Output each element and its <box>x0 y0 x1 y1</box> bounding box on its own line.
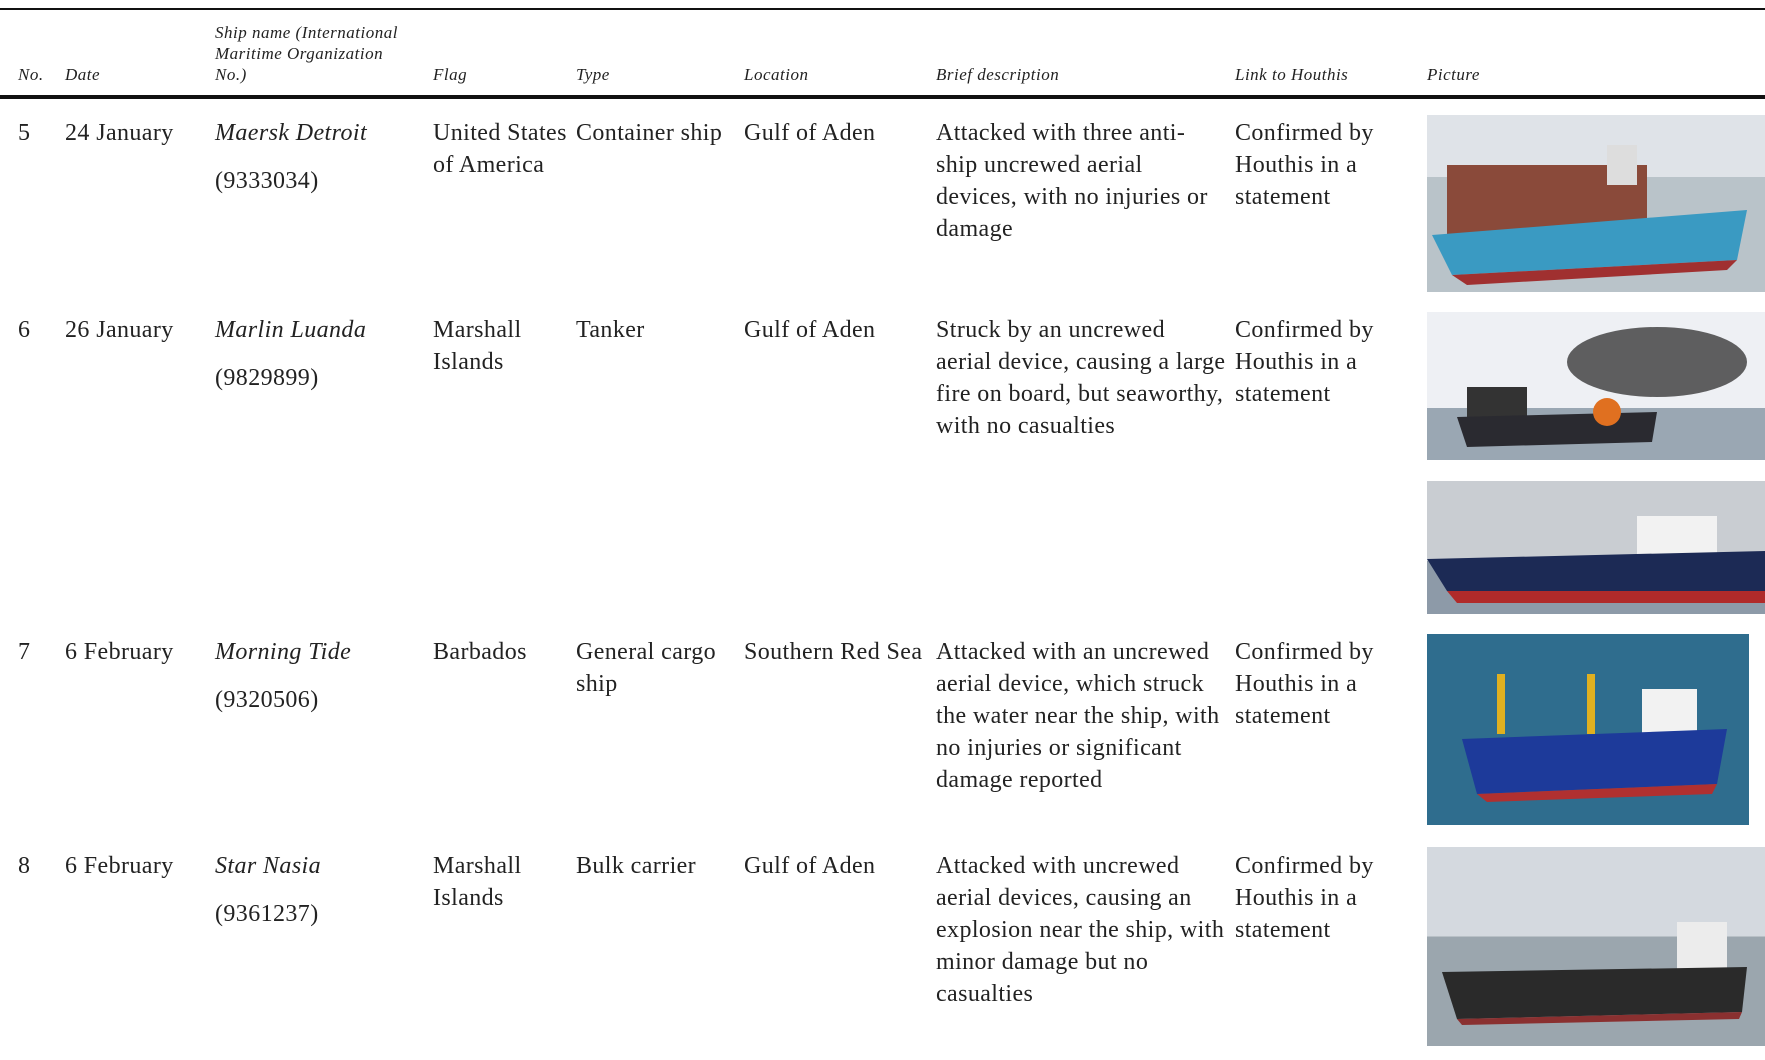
imo-number: (9361237) <box>215 901 319 927</box>
row-no: 5 <box>18 120 31 146</box>
row-no: 8 <box>18 853 31 879</box>
houthi-link: Confirmed by Houthis in a statement <box>1235 317 1374 407</box>
row-no: 6 <box>18 317 31 343</box>
header-picture: Picture <box>1427 65 1480 84</box>
row-no: 7 <box>18 639 31 665</box>
row-date: 6 February <box>65 853 174 879</box>
row-date: 26 January <box>65 317 174 343</box>
ship-name: Marlin Luanda <box>215 317 367 343</box>
ship-type: Container ship <box>576 120 723 146</box>
ship-illustration <box>1442 922 1747 1025</box>
header-ship: Ship name (International Maritime Organi… <box>215 23 398 84</box>
flag: Barbados <box>433 639 527 665</box>
header-link: Link to Houthis <box>1235 65 1349 84</box>
location: Gulf of Aden <box>744 120 876 146</box>
ship-illustration <box>1462 674 1727 802</box>
ship-type: Tanker <box>576 317 645 343</box>
houthi-link: Confirmed by Houthis in a statement <box>1235 120 1374 210</box>
row-date: 6 February <box>65 639 174 665</box>
header-description: Brief description <box>936 65 1060 84</box>
flag: Marshall Islands <box>433 317 522 375</box>
imo-number: (9320506) <box>215 687 319 713</box>
description: Attacked with an uncrewed aerial device,… <box>936 639 1220 793</box>
description: Struck by an uncrewed aerial device, cau… <box>936 317 1226 439</box>
header-date: Date <box>65 65 101 84</box>
ship-name: Star Nasia <box>215 853 322 879</box>
location: Southern Red Sea <box>744 639 923 665</box>
flag: United States of America <box>433 120 567 178</box>
location: Gulf of Aden <box>744 317 876 343</box>
flag: Marshall Islands <box>433 853 522 911</box>
description: Attacked with uncrewed aerial devices, c… <box>936 853 1225 1007</box>
ship-picture <box>1427 312 1765 460</box>
ship-type: General cargo ship <box>576 639 717 697</box>
ship-picture <box>1427 634 1749 825</box>
houthi-link: Confirmed by Houthis in a statement <box>1235 853 1374 943</box>
ship-illustration <box>1457 327 1747 447</box>
houthi-link: Confirmed by Houthis in a statement <box>1235 639 1374 729</box>
ship-name: Maersk Detroit <box>215 120 368 146</box>
ship-name: Morning Tide <box>215 639 352 665</box>
header-flag: Flag <box>433 65 468 84</box>
top-rule <box>0 8 1765 10</box>
header-type: Type <box>576 65 610 84</box>
ship-type: Bulk carrier <box>576 853 697 879</box>
ship-picture <box>1427 115 1765 292</box>
header-rule <box>0 95 1765 99</box>
location: Gulf of Aden <box>744 853 876 879</box>
imo-number: (9829899) <box>215 365 319 391</box>
ship-illustration <box>1432 145 1747 285</box>
row-date: 24 January <box>65 120 174 146</box>
ship-picture <box>1427 481 1765 614</box>
ship-picture <box>1427 847 1765 1046</box>
ship-illustration <box>1427 516 1765 603</box>
header-no: No. <box>18 65 44 84</box>
description: Attacked with three anti-ship uncrewed a… <box>936 120 1208 242</box>
header-location: Location <box>744 65 809 84</box>
imo-number: (9333034) <box>215 168 319 194</box>
